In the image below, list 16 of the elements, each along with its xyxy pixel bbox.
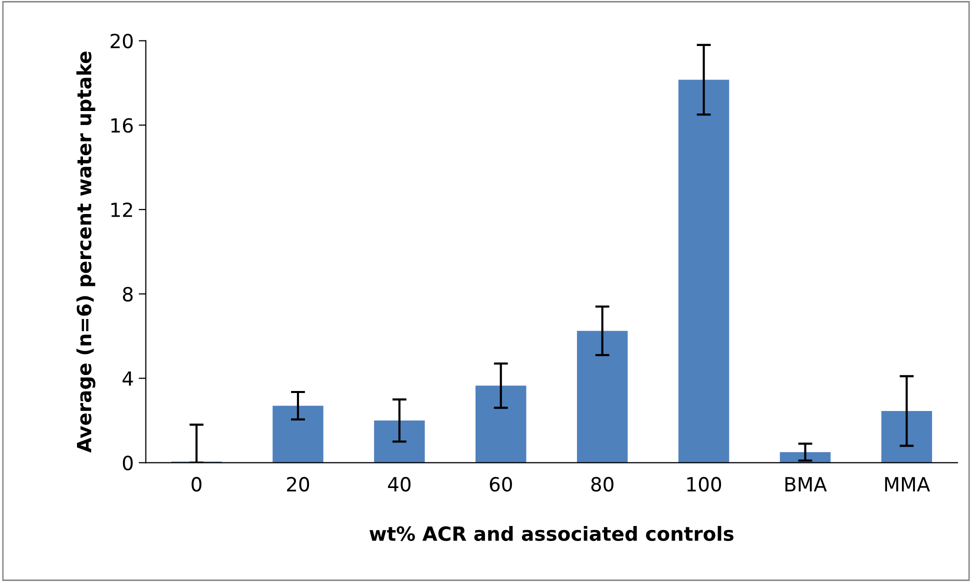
y-tick-label: 4: [122, 372, 133, 386]
x-tick-label: BMA: [785, 477, 827, 492]
x-tick-label: 0: [192, 476, 202, 492]
y-tick-label: 8: [122, 286, 133, 302]
y-tick-label: 0: [122, 456, 133, 470]
x-tick-label: 20: [287, 476, 310, 492]
y-tick-label: 20: [110, 34, 133, 48]
x-tick-label: MMA: [885, 477, 930, 492]
x-tick-label: 40: [388, 476, 411, 492]
y-tick-label: 16: [111, 118, 133, 133]
x-tick-label: 60: [490, 476, 512, 492]
x-tick-label: 100: [687, 476, 722, 492]
x-tick-label: 80: [591, 476, 614, 492]
x-axis-title: wt% ACR and associated controls: [370, 526, 734, 542]
y-axis-title: Average (n=6) percent water uptake: [76, 52, 96, 453]
y-tick-label: 12: [111, 202, 132, 217]
